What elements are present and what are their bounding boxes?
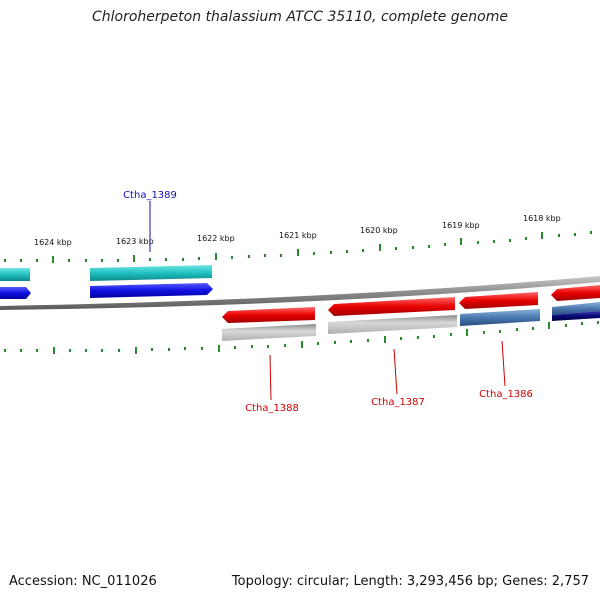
ruler-label: 1619 kbp <box>442 221 480 230</box>
gene-feature[interactable] <box>552 302 600 315</box>
genome-summary: Topology: circular; Length: 3,293,456 bp… <box>231 574 589 589</box>
ruler-label: 1621 kbp <box>279 231 317 240</box>
lower-features <box>222 302 600 341</box>
gene-feature[interactable] <box>459 292 538 309</box>
ruler-label: 1623 kbp <box>116 237 154 246</box>
leader-line <box>269 354 272 401</box>
ruler-label: 1620 kbp <box>360 226 398 235</box>
leader-line <box>501 340 506 387</box>
gene-feature[interactable] <box>460 309 540 326</box>
gene-feature[interactable] <box>0 287 31 299</box>
ruler-label: 1622 kbp <box>197 234 235 243</box>
gene-feature[interactable] <box>90 265 212 281</box>
leader-line <box>393 348 398 395</box>
ruler-label: 1624 kbp <box>34 238 72 247</box>
inner-tick-row <box>4 321 599 354</box>
gene-feature[interactable] <box>222 324 316 341</box>
accession-label: Accession: NC_011026 <box>9 574 157 589</box>
gene-feature[interactable] <box>222 307 315 323</box>
gene-feature[interactable] <box>0 268 30 281</box>
reverse-features <box>222 285 600 323</box>
map-title: Chloroherpeton thalassium ATCC 35110, co… <box>92 9 508 25</box>
gene-label[interactable]: Ctha_1387 <box>371 397 425 408</box>
gene-feature[interactable] <box>552 311 600 321</box>
gene-label[interactable]: Ctha_1388 <box>245 403 299 414</box>
gene-feature[interactable] <box>90 283 213 298</box>
outer-tick-row <box>4 231 592 263</box>
ruler-labels: 1624 kbp 1623 kbp 1622 kbp 1621 kbp 1620… <box>34 214 561 247</box>
forward-features <box>0 265 213 299</box>
gene-label[interactable]: Ctha_1389 <box>123 190 177 201</box>
gene-feature[interactable] <box>328 297 455 316</box>
gene-feature[interactable] <box>551 285 600 301</box>
gene-label[interactable]: Ctha_1386 <box>479 389 533 400</box>
gene-feature[interactable] <box>328 315 457 334</box>
ruler-label: 1618 kbp <box>523 214 561 223</box>
genome-backbone <box>0 276 600 310</box>
